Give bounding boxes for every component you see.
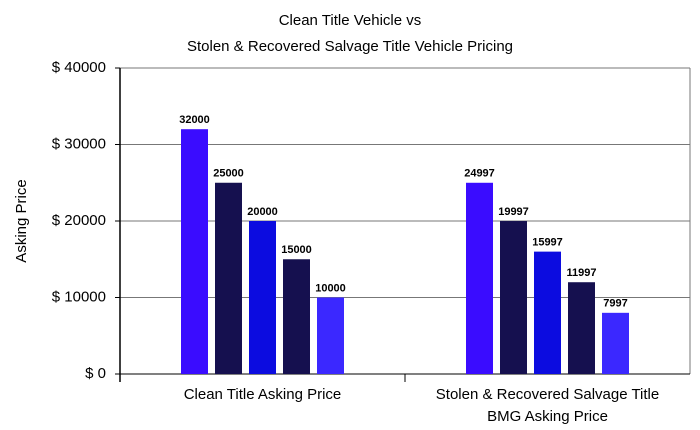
data-label: 24997 bbox=[464, 168, 495, 180]
chart-title: Clean Title Vehicle vs Stolen & Recovere… bbox=[186, 12, 513, 55]
bar bbox=[534, 251, 561, 374]
bar bbox=[249, 221, 276, 374]
data-label: 7997 bbox=[603, 298, 627, 310]
data-label: 20000 bbox=[247, 206, 278, 218]
data-label: 11997 bbox=[567, 267, 597, 279]
bar bbox=[317, 297, 344, 374]
data-label: 25000 bbox=[213, 168, 244, 180]
bar bbox=[568, 282, 595, 374]
data-label: 15997 bbox=[532, 237, 563, 249]
y-tick-label: $ 20000 bbox=[52, 212, 106, 229]
data-label: 19997 bbox=[498, 206, 529, 218]
data-label: 15000 bbox=[281, 244, 312, 256]
y-tick-label: $ 0 bbox=[85, 365, 106, 382]
bar bbox=[466, 182, 493, 374]
bar bbox=[181, 129, 208, 374]
data-label: 32000 bbox=[179, 114, 210, 126]
bar bbox=[500, 221, 527, 374]
bar bbox=[215, 182, 242, 374]
y-tick-label: $ 10000 bbox=[52, 288, 106, 305]
y-tick-label: $ 30000 bbox=[52, 135, 106, 152]
y-tick-label: $ 40000 bbox=[52, 59, 106, 76]
bar bbox=[283, 259, 310, 374]
bar bbox=[602, 312, 629, 374]
x-tick-label: Stolen & Recovered Salvage Title BMG Ask… bbox=[435, 386, 660, 425]
data-label: 10000 bbox=[315, 282, 346, 294]
y-axis-label: Asking Price bbox=[13, 179, 30, 262]
x-tick-label: Clean Title Asking Price bbox=[183, 386, 342, 403]
